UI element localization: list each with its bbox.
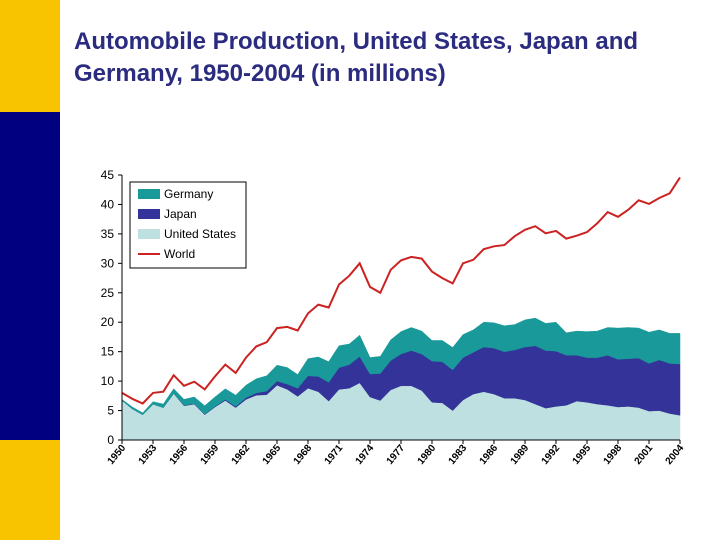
x-tick-label: 1968 [292,443,315,467]
x-tick-label: 1986 [478,443,501,467]
y-tick-label: 15 [101,345,115,359]
x-tick-label: 1998 [602,443,625,467]
x-tick-label: 1965 [261,443,284,467]
x-tick-label: 1980 [416,443,439,467]
x-tick-label: 1971 [323,443,346,467]
legend-swatch-united-states [138,229,160,239]
decorative-yellow-bar-top [0,0,60,112]
legend-label-japan: Japan [164,207,197,221]
x-tick-label: 1989 [509,443,532,467]
x-tick-label: 1953 [137,443,160,467]
area-germany [121,317,681,416]
slide-title: Automobile Production, United States, Ja… [74,28,639,87]
x-tick-label: 1962 [230,443,253,467]
x-tick-label: 2004 [664,443,687,467]
y-tick-label: 20 [101,315,115,329]
legend-label-world: World [164,247,195,261]
legend-swatch-germany [138,189,160,199]
y-tick-label: 0 [107,433,114,447]
legend-label-germany: Germany [164,187,213,201]
y-tick-label: 25 [101,286,115,300]
chart-legend: Germany Japan United States World [129,181,247,269]
x-tick-label: 1983 [447,443,470,467]
y-tick-label: 10 [101,374,115,388]
x-tick-label: 1974 [354,443,377,467]
y-tick-label: 45 [101,168,115,182]
chart-line [121,176,681,405]
x-tick-label: 2001 [633,443,656,467]
line-world [121,176,681,405]
x-tick-label: 1992 [540,443,563,467]
y-tick-label: 5 [107,404,114,418]
decorative-yellow-bar-bottom [0,440,60,540]
x-tick-label: 1959 [199,443,222,467]
chart-areas [121,317,681,441]
legend-swatch-japan [138,209,160,219]
x-tick-label: 1995 [571,443,594,467]
y-tick-label: 35 [101,227,115,241]
x-tick-label: 1956 [168,443,191,467]
decorative-navy-bar [0,112,60,440]
x-tick-label: 1977 [385,443,408,467]
legend-label-united-states: United States [164,227,236,241]
y-tick-label: 40 [101,197,115,211]
y-tick-label: 30 [101,256,115,270]
